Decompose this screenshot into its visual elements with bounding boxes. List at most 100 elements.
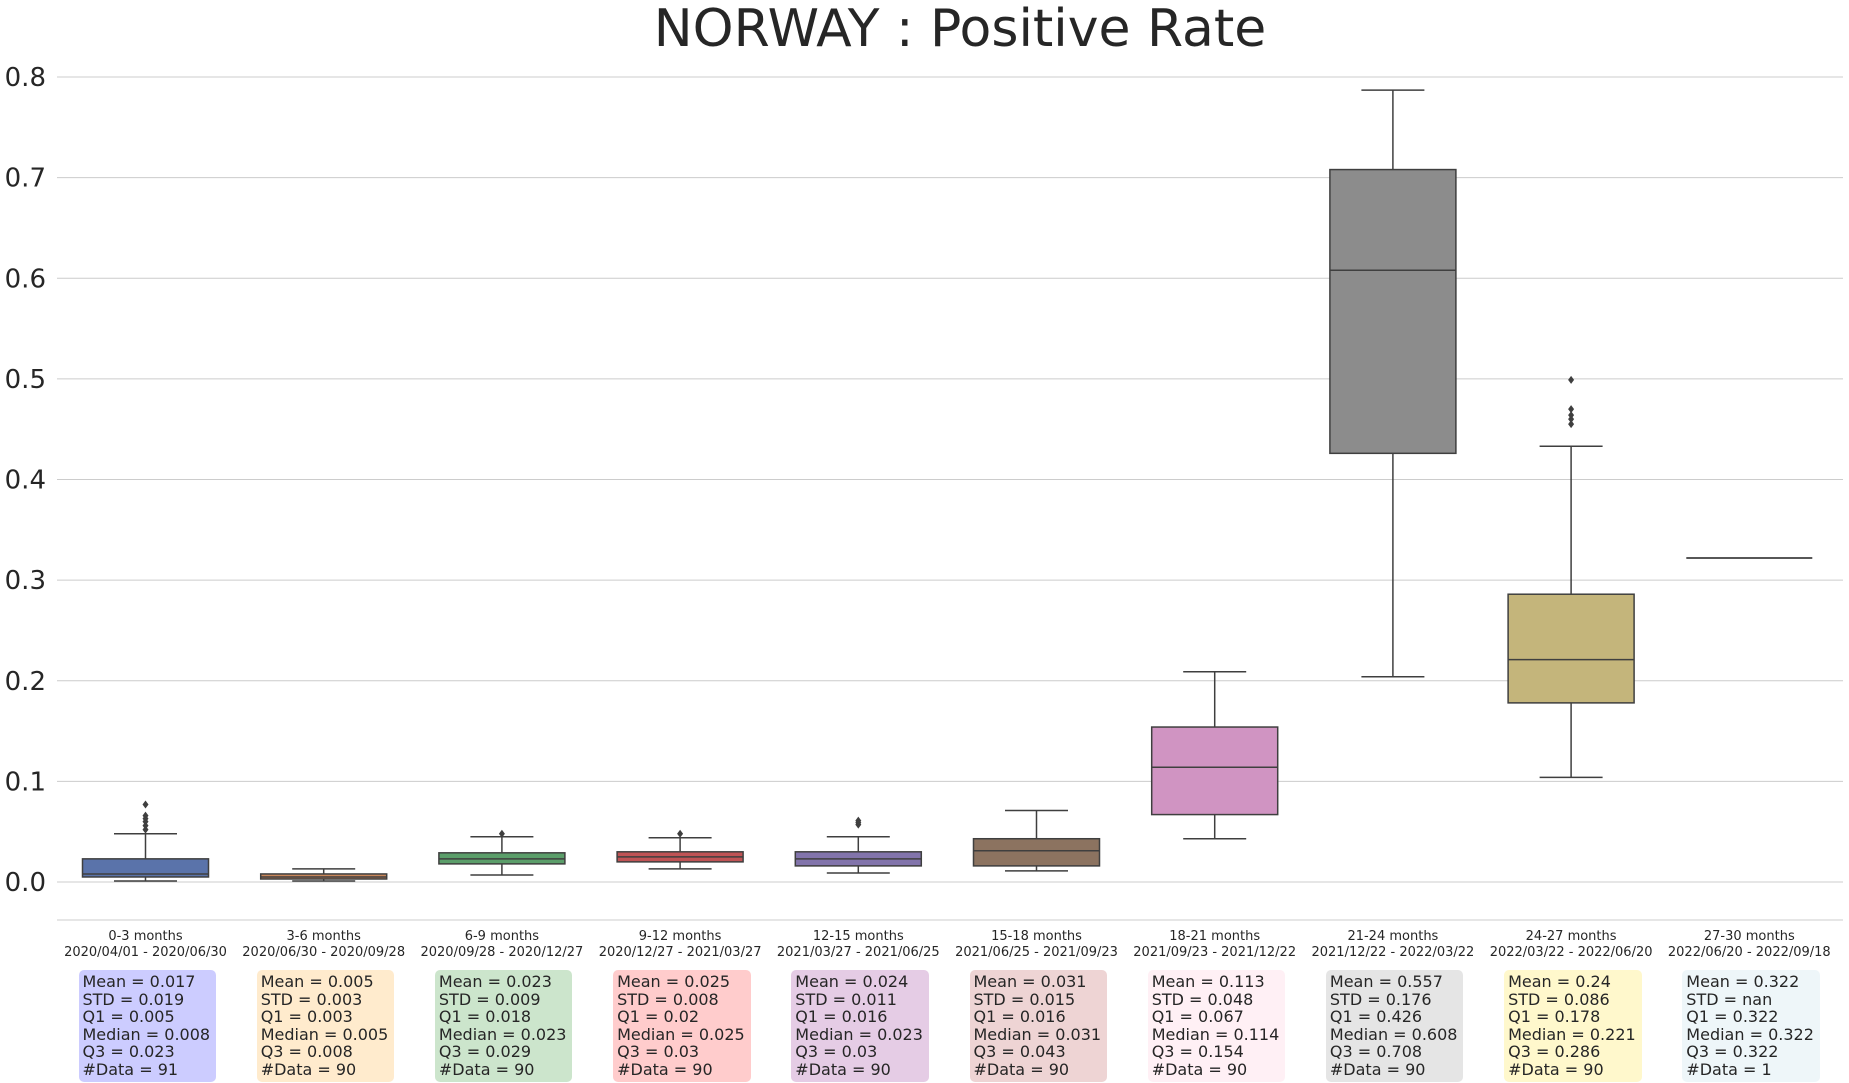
stats-line: #Data = 1 (1686, 1059, 1772, 1079)
box-iqr (1329, 168, 1457, 455)
stats-line: Median = 0.023 (438, 1024, 567, 1044)
stats-line: Q1 = 0.016 (795, 1007, 888, 1026)
box-iqr (1150, 726, 1279, 816)
x-tick-dates: 2021/09/23 - 2021/12/22 (1133, 945, 1296, 960)
stats-line: Median = 0.031 (973, 1024, 1102, 1044)
x-tick-label: 9-12 months (639, 929, 722, 944)
chart-title: NORWAY : Positive Rate (654, 0, 1267, 59)
box-group (972, 809, 1101, 872)
stats-line: Q3 = 0.03 (617, 1042, 700, 1061)
stats-line: Median = 0.005 (260, 1024, 389, 1044)
outlier-point (142, 825, 149, 834)
x-tick-label: 3-6 months (287, 929, 362, 944)
x-tick-label: 21-24 months (1347, 929, 1438, 944)
stats-line: Median = 0.114 (1151, 1024, 1280, 1044)
stats-line: #Data = 90 (1508, 1059, 1604, 1079)
x-tick-label: 0-3 months (108, 929, 183, 944)
box-group (438, 829, 566, 876)
stats-panel: Mean = 0.025 STD = 0.008 Q1 = 0.02 Median =… (613, 970, 751, 1082)
box-group (616, 829, 744, 870)
y-tick-label: 0.0 (5, 868, 46, 898)
x-tick-label: 24-27 months (1526, 929, 1617, 944)
y-tick-label: 0.6 (5, 264, 46, 294)
stats-line: Q1 = 0.067 (1151, 1007, 1244, 1026)
stats-line: Median = 0.025 (617, 1024, 745, 1044)
stats-line: STD = 0.009 (438, 989, 541, 1009)
boxes (81, 89, 1813, 882)
stats-panel: Mean = 0.113 STD = 0.048 Q1 = 0.067 Median … (1147, 970, 1286, 1082)
outlier-point (142, 811, 149, 820)
stats-line: Q3 = 0.286 (1508, 1042, 1601, 1061)
stats-line: Q1 = 0.016 (973, 1007, 1066, 1026)
stats-line: Q1 = 0.018 (438, 1007, 532, 1026)
stats-panel: Mean = 0.031 STD = 0.015 Q1 = 0.016 Median … (969, 970, 1108, 1082)
stats-line: Median = 0.322 (1686, 1024, 1814, 1044)
stats-line: STD = 0.019 (82, 989, 185, 1009)
stats-line: STD = 0.086 (1508, 989, 1610, 1009)
y-tick-label: 0.3 (5, 566, 46, 596)
stats-line: STD = 0.015 (973, 989, 1076, 1009)
outlier-point (1568, 411, 1575, 420)
stats-line: Q3 = 0.03 (795, 1042, 878, 1061)
outlier-point (498, 829, 505, 838)
stats-line: Q1 = 0.005 (82, 1007, 175, 1026)
stats-line: Median = 0.008 (82, 1024, 211, 1044)
box-group (794, 816, 923, 874)
stats-line: Mean = 0.025 (617, 972, 731, 991)
stats-line: #Data = 90 (973, 1059, 1070, 1079)
stats-line: Median = 0.608 (1329, 1024, 1458, 1044)
stats-line: #Data = 91 (82, 1059, 179, 1079)
stats-line: Q3 = 0.708 (1329, 1042, 1423, 1061)
stats-line: STD = 0.003 (260, 989, 363, 1009)
stats-line: #Data = 90 (1151, 1059, 1248, 1079)
outlier-point (1568, 405, 1575, 414)
stats-line: Mean = 0.023 (438, 972, 552, 991)
stats-line: STD = nan (1686, 989, 1773, 1009)
outlier-point (855, 816, 862, 825)
x-tick-dates: 2020/09/28 - 2020/12/27 (420, 945, 583, 960)
stats-line: Mean = 0.113 (1151, 972, 1265, 991)
stats-panel: Mean = 0.024 STD = 0.011 Q1 = 0.016 Median … (791, 970, 929, 1082)
stats-line: #Data = 90 (795, 1059, 891, 1079)
y-tick-label: 0.2 (5, 667, 46, 697)
stats-line: STD = 0.176 (1329, 989, 1432, 1009)
x-tick-dates: 2021/06/25 - 2021/09/23 (955, 945, 1118, 960)
stats-line: Q3 = 0.023 (82, 1042, 175, 1061)
outlier-point (677, 829, 684, 838)
stats-line: Median = 0.221 (1508, 1024, 1636, 1044)
y-axis-ticks: 0.0 0.1 0.2 0.3 0.4 0.5 0.6 0.7 0.8 (5, 63, 46, 898)
box-group (1150, 670, 1279, 840)
stats-line: Q3 = 0.029 (438, 1042, 532, 1061)
stats-line: Q1 = 0.003 (260, 1007, 353, 1026)
stats-line: Q3 = 0.008 (260, 1042, 353, 1061)
stats-line: STD = 0.008 (617, 989, 719, 1009)
y-tick-label: 0.4 (5, 466, 46, 496)
box-group (81, 800, 210, 882)
stats-line: Mean = 0.017 (82, 972, 196, 991)
stats-line: Mean = 0.557 (1329, 972, 1443, 991)
y-tick-label: 0.7 (5, 164, 46, 194)
stats-line: Mean = 0.322 (1686, 972, 1800, 991)
y-tick-label: 0.5 (5, 365, 46, 395)
stats-line: Mean = 0.031 (973, 972, 1087, 991)
x-tick-label: 6-9 months (465, 929, 540, 944)
stats-panel: Mean = 0.24 STD = 0.086 Q1 = 0.178 Median =… (1504, 970, 1642, 1082)
stats-line: STD = 0.048 (1151, 989, 1254, 1009)
stats-panel: Mean = 0.023 STD = 0.009 Q1 = 0.018 Median … (434, 970, 573, 1082)
stats-panel: Mean = 0.017 STD = 0.019 Q1 = 0.005 Median … (78, 970, 217, 1082)
box-iqr (1507, 593, 1635, 704)
x-tick-dates: 2020/06/30 - 2020/09/28 (242, 945, 405, 960)
box-group (1329, 89, 1457, 678)
stats-line: #Data = 90 (438, 1059, 535, 1079)
y-tick-label: 0.8 (5, 63, 46, 93)
box-group (259, 868, 388, 882)
box-iqr (972, 837, 1101, 867)
grid-lines (57, 76, 1843, 921)
box-iqr (81, 858, 210, 878)
x-tick-dates: 2020/04/01 - 2020/06/30 (64, 945, 227, 960)
stats-line: Mean = 0.24 (1508, 972, 1611, 991)
x-tick-label: 27-30 months (1704, 929, 1795, 944)
x-tick-label: 18-21 months (1169, 929, 1260, 944)
